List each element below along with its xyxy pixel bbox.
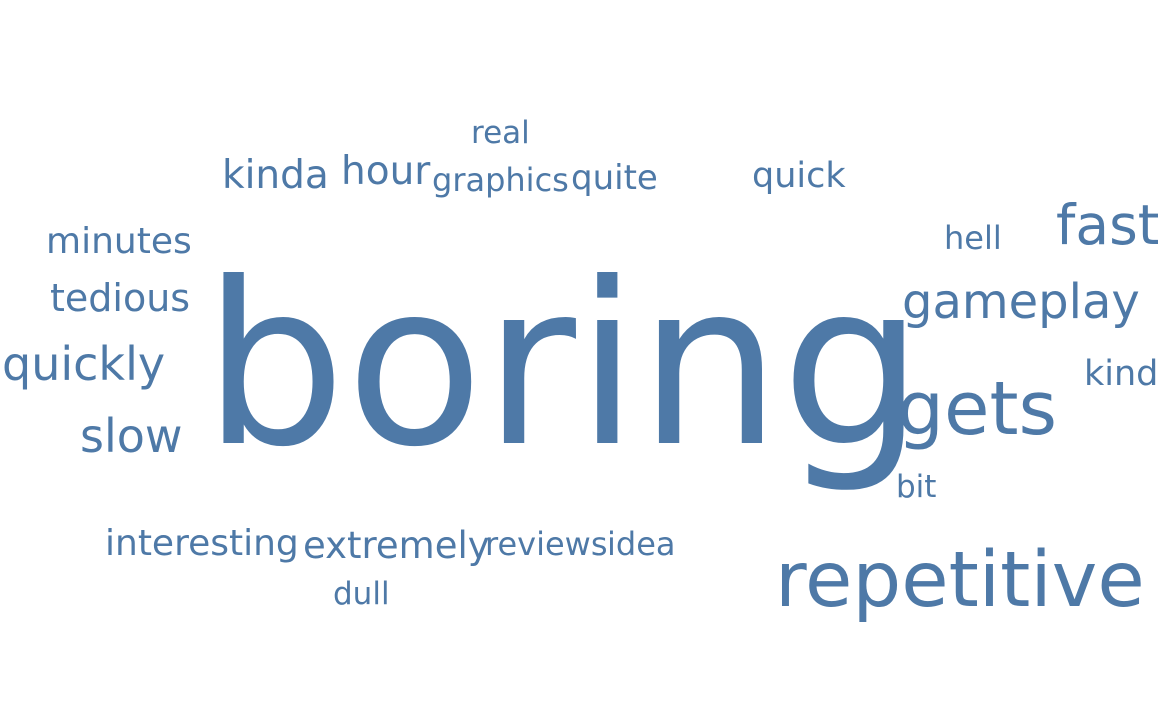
word-tedious: tedious [50, 275, 191, 320]
word-real: real [471, 114, 530, 151]
word-quick: quick [752, 156, 846, 197]
word-quickly: quickly [2, 336, 166, 391]
word-idea: idea [607, 524, 676, 563]
word-graphics: graphics [432, 160, 569, 199]
word-slow: slow [80, 408, 183, 463]
word-reviews: reviews [485, 524, 608, 563]
word-gets: gets [897, 365, 1058, 452]
word-hour: hour [341, 148, 431, 194]
word-minutes: minutes [46, 221, 192, 263]
word-hell: hell [944, 218, 1002, 257]
word-kinda: kinda [222, 152, 329, 198]
word-extremely: extremely [303, 524, 490, 568]
word-kind: kind [1084, 354, 1159, 395]
word-bit: bit [896, 468, 937, 505]
word-fast: fast [1056, 192, 1160, 257]
word-dull: dull [333, 575, 390, 612]
word-repetitive: repetitive [775, 536, 1145, 626]
word-gameplay: gameplay [902, 273, 1140, 330]
word-quite: quite [571, 158, 658, 199]
word-interesting: interesting [105, 523, 299, 565]
word-boring: boring [203, 235, 924, 497]
